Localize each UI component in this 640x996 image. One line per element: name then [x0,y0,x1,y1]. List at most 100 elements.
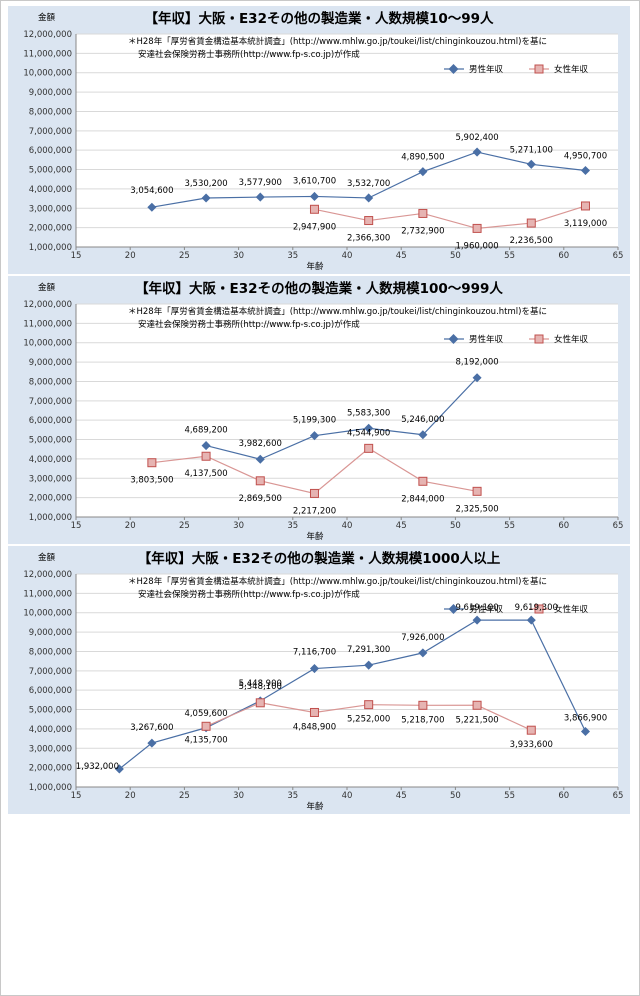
x-axis-label: 年齢 [306,261,324,272]
chart-svg: 1,000,000 2,000,000 3,000,000 4,000,000 5,00… [23,550,624,812]
female-data-label: 5,252,000 [347,715,390,725]
female-data-point [526,725,536,735]
x-tick-label: 65 [613,251,624,261]
y-tick-label: 11,000,000 [23,589,72,599]
female-series-line [314,205,586,230]
x-axis-label: 年齢 [306,801,324,812]
x-tick-label: 50 [450,251,461,261]
source-note: ＊H28年「厚労省賃金構造基本統計調査」(http://www.mhlw.go.… [128,306,547,317]
x-tick-label: 25 [179,521,190,531]
x-tick-label: 20 [125,251,136,261]
chart-title: 【年収】大阪・E32その他の製造業・人数規模1000人以上 [138,550,501,567]
y-tick-label: 10,000,000 [23,69,72,79]
male-data-label: 7,926,000 [401,633,444,643]
x-tick-label: 30 [233,521,244,531]
female-data-label: 2,325,500 [455,504,498,514]
y-tick-label: 6,000,000 [29,416,72,426]
female-data-label: 5,221,500 [455,715,498,725]
x-tick-label: 35 [287,791,298,801]
x-tick-label: 20 [125,791,136,801]
male-data-label: 1,932,000 [76,762,119,772]
x-tick-label: 65 [613,791,624,801]
female-data-label: 2,217,200 [293,506,336,516]
male-data-label: 4,890,500 [401,153,444,163]
x-tick-label: 50 [450,791,461,801]
chart-panel-3: 1,000,000 2,000,000 3,000,000 4,000,000 5,00… [8,546,630,814]
female-data-label: 2,947,900 [293,222,336,232]
x-tick-label: 20 [125,521,136,531]
female-data-point [364,216,374,226]
chart-panel-1: 1,000,000 2,000,000 3,000,000 4,000,000 5,00… [8,6,630,274]
x-tick-label: 60 [558,521,569,531]
male-data-label: 4,950,700 [564,152,607,162]
female-data-point [147,458,157,468]
male-data-point [114,764,124,774]
x-tick-label: 15 [71,521,82,531]
female-data-point [472,486,482,496]
male-data-label: 9,619,100 [455,603,498,613]
male-data-label: 3,866,900 [564,713,607,723]
female-data-label: 4,544,900 [347,428,390,438]
legend-male-label: 男性年収 [469,604,504,615]
female-data-point [418,208,428,218]
y-tick-label: 11,000,000 [23,319,72,329]
female-data-point [309,204,319,214]
x-tick-label: 25 [179,791,190,801]
y-tick-label: 1,000,000 [29,513,72,523]
male-data-label: 7,291,300 [347,645,390,655]
male-data-label: 5,902,400 [455,133,498,143]
y-tick-label: 8,000,000 [29,377,72,387]
y-tick-label: 5,000,000 [29,436,72,446]
female-data-point [201,721,211,731]
female-data-point [364,443,374,453]
y-tick-label: 5,000,000 [29,706,72,716]
legend-male-marker [448,604,459,614]
female-data-label: 3,119,000 [564,219,607,229]
female-data-point [418,700,428,710]
x-tick-label: 60 [558,251,569,261]
y-tick-label: 2,000,000 [29,764,72,774]
y-tick-label: 9,000,000 [29,628,72,638]
y-tick-label: 4,000,000 [29,455,72,465]
source-note: ＊H28年「厚労省賃金構造基本統計調査」(http://www.mhlw.go.… [128,576,547,587]
source-note: ＊H28年「厚労省賃金構造基本統計調査」(http://www.mhlw.go.… [128,36,547,47]
male-data-label: 5,583,300 [347,408,390,418]
plot-area [76,34,618,247]
x-tick-label: 30 [233,251,244,261]
x-tick-label: 55 [504,251,515,261]
male-data-label: 5,448,900 [239,679,282,689]
y-tick-label: 3,000,000 [29,744,72,754]
male-data-label: 4,689,200 [184,426,227,436]
y-tick-label: 11,000,000 [23,49,72,59]
y-axis-label: 金額 [38,282,56,293]
female-data-point [201,451,211,461]
chart-panel-2: 1,000,000 2,000,000 3,000,000 4,000,000 5,00… [8,276,630,544]
source-note: 安達社会保険労務士事務所(http://www.fp-s.co.jp)が作成 [138,319,360,330]
female-data-label: 4,135,700 [184,735,227,745]
male-data-label: 3,267,600 [130,723,173,733]
female-data-point [580,201,590,211]
x-tick-label: 50 [450,521,461,531]
female-data-label: 3,933,600 [510,740,553,750]
female-data-label: 5,348,100 [239,682,282,692]
chart-svg: 1,000,000 2,000,000 3,000,000 4,000,000 5,00… [23,10,624,272]
y-tick-label: 3,000,000 [29,474,72,484]
y-tick-label: 1,000,000 [29,783,72,793]
y-tick-label: 7,000,000 [29,127,72,137]
y-axis-label: 金額 [38,552,56,563]
x-tick-label: 60 [558,791,569,801]
female-data-point [472,223,482,233]
male-data-label: 8,192,000 [455,358,498,368]
female-data-label: 4,137,500 [184,469,227,479]
male-data-label: 3,532,700 [347,179,390,189]
y-tick-label: 6,000,000 [29,686,72,696]
male-data-label: 5,246,000 [401,415,444,425]
female-data-point [255,476,265,486]
y-tick-label: 2,000,000 [29,224,72,234]
female-data-point [526,218,536,228]
male-data-point [580,726,591,737]
male-series-line [205,377,478,460]
male-data-point [472,373,482,383]
female-data-label: 2,366,300 [347,234,390,244]
female-data-point [364,700,374,710]
